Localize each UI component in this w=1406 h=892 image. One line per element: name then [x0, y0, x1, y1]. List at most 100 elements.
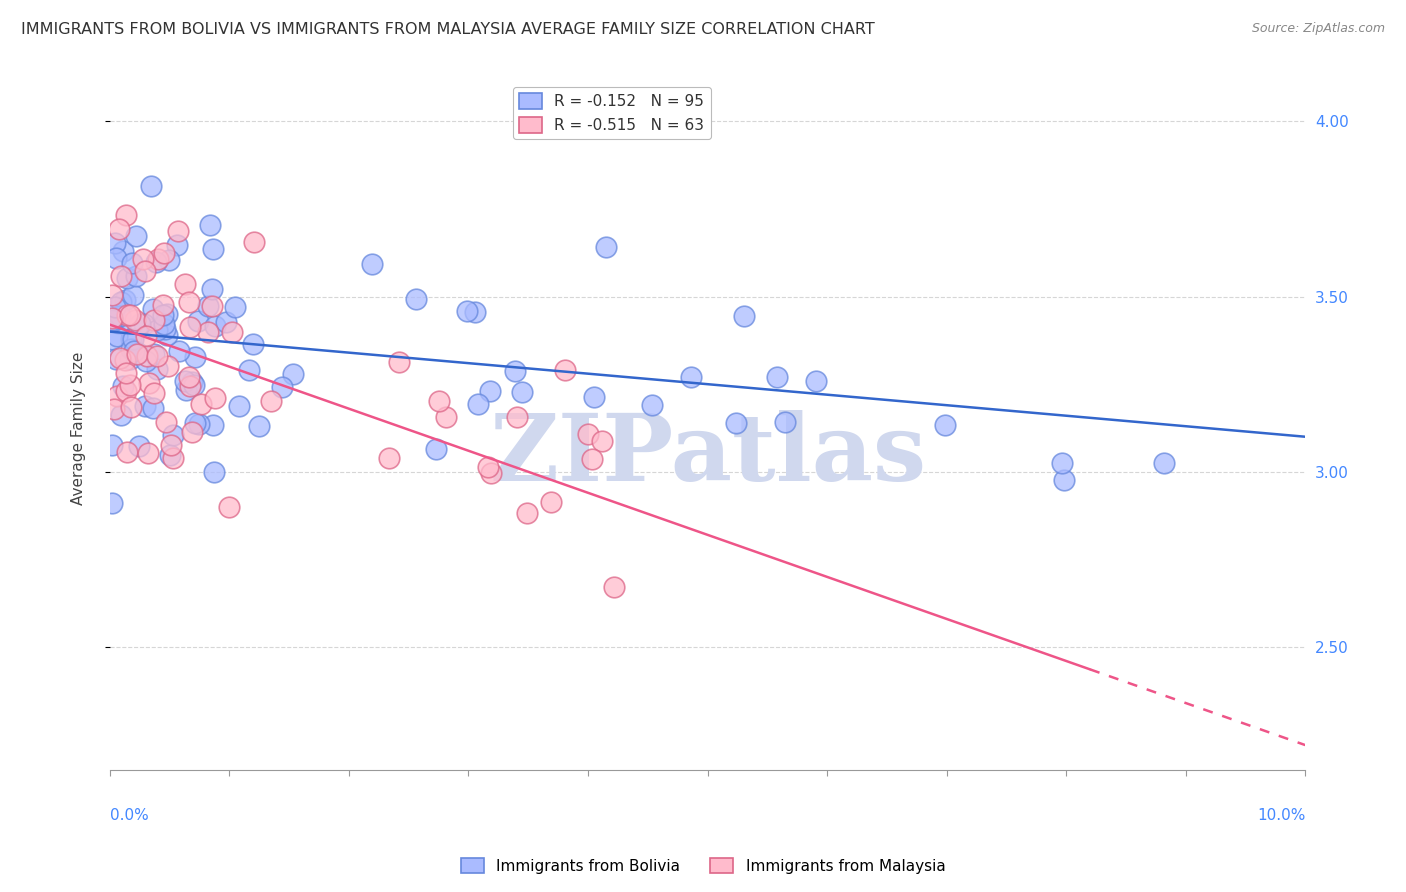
Point	[173, 374, 195, 388]
Point	[122, 343, 145, 358]
Point	[184, 351, 207, 365]
Point	[101, 496, 124, 510]
Text: 10.0%: 10.0%	[1257, 808, 1305, 823]
Point	[176, 383, 198, 397]
Point	[135, 328, 157, 343]
Point	[145, 361, 167, 376]
Point	[215, 314, 238, 328]
Text: ZIPatlas: ZIPatlas	[489, 410, 927, 500]
Point	[378, 450, 401, 465]
Point	[105, 389, 128, 403]
Point	[135, 349, 157, 363]
Point	[152, 298, 174, 312]
Point	[181, 375, 204, 389]
Point	[128, 439, 150, 453]
Point	[121, 288, 143, 302]
Point	[114, 353, 136, 368]
Point	[108, 222, 131, 236]
Point	[156, 307, 179, 321]
Point	[467, 397, 489, 411]
Point	[179, 379, 201, 393]
Point	[197, 299, 219, 313]
Point	[173, 277, 195, 291]
Point	[242, 337, 264, 351]
Point	[228, 399, 250, 413]
Point	[773, 415, 796, 429]
Point	[167, 223, 190, 237]
Point	[142, 401, 165, 415]
Point	[766, 369, 789, 384]
Point	[146, 349, 169, 363]
Point	[108, 310, 131, 324]
Point	[125, 269, 148, 284]
Point	[101, 287, 124, 301]
Point	[152, 245, 174, 260]
Point	[146, 323, 169, 337]
Point	[120, 342, 142, 356]
Y-axis label: Average Family Size: Average Family Size	[72, 351, 86, 505]
Point	[138, 376, 160, 390]
Point	[179, 320, 201, 334]
Point	[155, 327, 177, 342]
Point	[187, 313, 209, 327]
Point	[198, 219, 221, 233]
Point	[725, 416, 748, 430]
Point	[201, 282, 224, 296]
Point	[162, 427, 184, 442]
Point	[503, 364, 526, 378]
Text: 0.0%: 0.0%	[110, 808, 149, 823]
Point	[478, 384, 501, 398]
Point	[101, 312, 124, 326]
Point	[510, 385, 533, 400]
Point	[477, 459, 499, 474]
Point	[115, 208, 138, 222]
Point	[132, 252, 155, 266]
Point	[134, 399, 156, 413]
Point	[179, 369, 201, 384]
Point	[591, 434, 613, 448]
Point	[101, 314, 124, 328]
Point	[202, 242, 225, 256]
Point	[110, 294, 132, 309]
Point	[578, 426, 600, 441]
Point	[1153, 456, 1175, 470]
Point	[1053, 473, 1076, 487]
Point	[260, 394, 283, 409]
Point	[120, 351, 142, 366]
Point	[156, 359, 179, 374]
Point	[603, 580, 626, 594]
Point	[110, 409, 132, 423]
Text: IMMIGRANTS FROM BOLIVIA VS IMMIGRANTS FROM MALAYSIA AVERAGE FAMILY SIZE CORRELAT: IMMIGRANTS FROM BOLIVIA VS IMMIGRANTS FR…	[21, 22, 875, 37]
Point	[120, 308, 142, 322]
Point	[114, 293, 136, 308]
Point	[184, 417, 207, 431]
Point	[128, 317, 150, 331]
Point	[733, 309, 755, 323]
Point	[112, 244, 135, 258]
Point	[152, 308, 174, 322]
Point	[425, 442, 447, 456]
Point	[641, 398, 664, 412]
Point	[127, 346, 149, 360]
Point	[139, 179, 162, 194]
Point	[115, 366, 138, 380]
Point	[405, 292, 427, 306]
Point	[221, 325, 243, 339]
Point	[153, 317, 176, 331]
Point	[581, 452, 603, 467]
Point	[162, 451, 184, 466]
Point	[582, 391, 605, 405]
Point	[224, 300, 246, 314]
Point	[806, 374, 828, 388]
Point	[110, 269, 132, 284]
Point	[456, 304, 478, 318]
Point	[160, 438, 183, 452]
Point	[104, 351, 127, 366]
Point	[121, 256, 143, 270]
Point	[124, 312, 146, 326]
Point	[136, 446, 159, 460]
Point	[479, 466, 502, 480]
Point	[159, 448, 181, 462]
Point	[146, 252, 169, 267]
Point	[142, 347, 165, 361]
